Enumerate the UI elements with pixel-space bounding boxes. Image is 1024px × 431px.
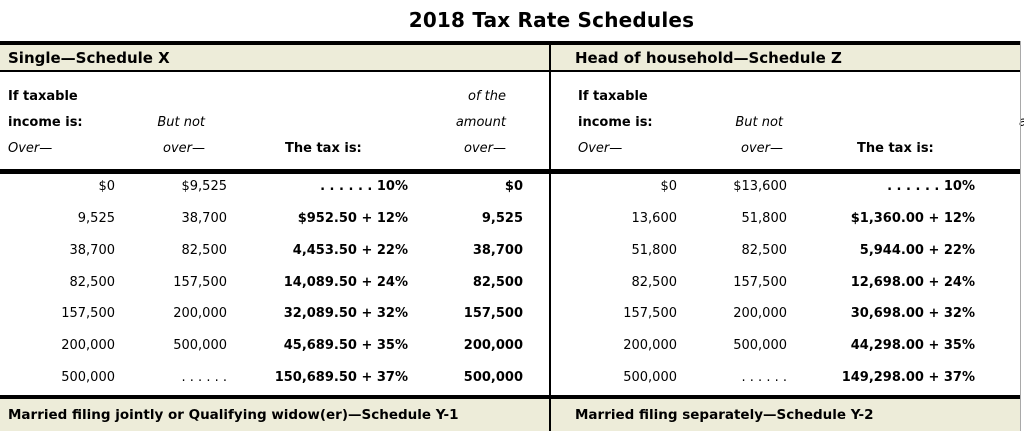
cell-but-not-over: 38,700 <box>181 211 228 227</box>
col-header-line: over— <box>741 141 783 156</box>
col-header-line: But not <box>157 115 205 130</box>
col-header-tax-is-right: The tax is: <box>857 136 934 162</box>
cell-tax: $952.50 + 12% <box>297 211 408 227</box>
col-header-but-not-over-right: But not over— <box>683 110 783 162</box>
cell-tax: 45,689.50 + 35% <box>283 338 408 354</box>
cell-tax: . . . . . . 10% <box>887 179 975 195</box>
cell-tax: 44,298.00 + 35% <box>850 338 975 354</box>
section-header-bottom-rule <box>0 70 1021 72</box>
col-header-line: over— <box>464 141 506 156</box>
cell-but-not-over: 157,500 <box>733 274 787 290</box>
cell-amount-over: 157,500 <box>463 306 523 322</box>
cell-but-not-over: . . . . . . <box>741 369 787 385</box>
data-bottom-rule <box>0 395 1021 399</box>
cell-tax: 14,089.50 + 24% <box>283 274 408 290</box>
cell-tax: . . . . . . 10% <box>320 179 408 195</box>
col-header-taxable-income-left: If taxable income is: Over— <box>8 84 83 162</box>
cell-but-not-over: 82,500 <box>741 242 788 258</box>
col-header-line: The tax is: <box>285 141 362 156</box>
cell-but-not-over: 157,500 <box>173 274 227 290</box>
cell-over: 200,000 <box>61 338 115 354</box>
cell-but-not-over: 200,000 <box>173 306 227 322</box>
cell-over: 157,500 <box>623 306 677 322</box>
cell-tax: 149,298.00 + 37% <box>841 369 975 385</box>
cell-over: 38,700 <box>69 242 116 258</box>
cell-amount-over: $0 <box>504 179 523 195</box>
cell-amount-over: 82,500 <box>472 274 523 290</box>
panel-divider <box>549 41 551 431</box>
footer-section-header-band: Married filing jointly or Qualifying wid… <box>0 399 1020 431</box>
cell-but-not-over: 500,000 <box>173 338 227 354</box>
cell-tax: 32,089.50 + 32% <box>283 306 408 322</box>
section-header-married-separately-schedule-y2: Married filing separately—Schedule Y-2 <box>575 407 874 423</box>
col-header-line: income is: <box>578 115 653 130</box>
col-header-line: Over— <box>8 141 53 156</box>
col-header-line: amount <box>455 115 506 130</box>
cell-amount-over: 38,700 <box>472 242 523 258</box>
col-header-taxable-income-right: If taxable income is: Over— <box>578 84 653 162</box>
cell-over: 157,500 <box>61 306 115 322</box>
cell-over: 51,800 <box>631 242 678 258</box>
section-header-married-jointly-schedule-y1: Married filing jointly or Qualifying wid… <box>8 407 459 423</box>
page-edge-line <box>1020 41 1021 431</box>
clipped-amount-header-fragment: amount <box>1019 110 1024 136</box>
cell-but-not-over: $13,600 <box>733 179 787 195</box>
cell-amount-over: 9,525 <box>481 211 523 227</box>
cell-tax: 4,453.50 + 22% <box>292 242 408 258</box>
cell-but-not-over: $9,525 <box>181 179 228 195</box>
cell-over: 200,000 <box>623 338 677 354</box>
cell-over: 500,000 <box>61 369 115 385</box>
cell-tax: 5,944.00 + 22% <box>859 242 975 258</box>
col-header-amount-over-left: of the amount over— <box>406 84 506 162</box>
section-header-head-of-household-schedule-z: Head of household—Schedule Z <box>575 48 842 67</box>
schedule-z-table: $0 $13,600 . . . . . . 10% 13,600 51,800… <box>552 171 975 393</box>
section-header-band: Single—Schedule X Head of household—Sche… <box>0 45 1020 70</box>
table-top-rule <box>0 41 1021 45</box>
col-header-line: If taxable <box>578 89 648 104</box>
cell-over: 82,500 <box>69 274 116 290</box>
cell-amount-over: 500,000 <box>463 369 523 385</box>
col-header-line: The tax is: <box>857 141 934 156</box>
cell-over: 9,525 <box>77 211 115 227</box>
column-header-bottom-rule <box>0 169 1021 174</box>
col-header-line: income is: <box>8 115 83 130</box>
cell-but-not-over: 82,500 <box>181 242 228 258</box>
col-header-line: If taxable <box>8 89 78 104</box>
schedule-x-table: $0 $9,525 . . . . . . 10% $0 9,525 38,70… <box>0 171 550 393</box>
cell-over: 82,500 <box>631 274 678 290</box>
col-header-tax-is-left: The tax is: <box>285 136 362 162</box>
col-header-line: Over— <box>578 141 623 156</box>
cell-amount-over: 200,000 <box>463 338 523 354</box>
cell-but-not-over: 51,800 <box>741 211 788 227</box>
cell-tax: $1,360.00 + 12% <box>850 211 975 227</box>
cell-but-not-over: 500,000 <box>733 338 787 354</box>
col-header-line: But not <box>735 115 783 130</box>
cell-tax: 150,689.50 + 37% <box>274 369 408 385</box>
cell-but-not-over: 200,000 <box>733 306 787 322</box>
col-header-but-not-over-left: But not over— <box>105 110 205 162</box>
col-header-line: of the <box>468 89 506 104</box>
cell-tax: 30,698.00 + 32% <box>850 306 975 322</box>
section-header-single-schedule-x: Single—Schedule X <box>8 48 170 67</box>
cell-but-not-over: . . . . . . <box>181 369 227 385</box>
cell-over: 13,600 <box>631 211 678 227</box>
cell-over: $0 <box>660 179 677 195</box>
cell-tax: 12,698.00 + 24% <box>850 274 975 290</box>
page-title: 2018 Tax Rate Schedules <box>408 8 695 32</box>
col-header-line: over— <box>163 141 205 156</box>
cell-over: $0 <box>98 179 115 195</box>
cell-over: 500,000 <box>623 369 677 385</box>
